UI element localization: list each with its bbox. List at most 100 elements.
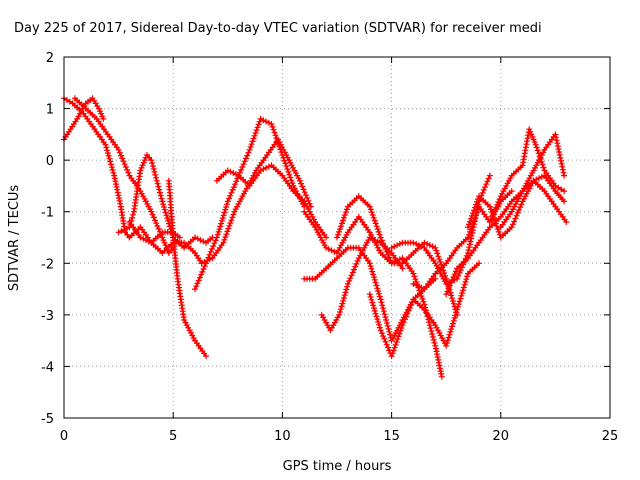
data-point — [405, 307, 412, 314]
data-point — [452, 268, 459, 275]
data-point — [223, 204, 230, 210]
data-point — [153, 220, 160, 227]
data-point — [148, 157, 155, 164]
data-point — [375, 288, 382, 295]
data-point — [385, 344, 391, 351]
data-point — [226, 222, 233, 229]
data-point — [540, 164, 547, 171]
data-point — [375, 319, 382, 325]
data-point — [466, 231, 472, 238]
data-point — [490, 210, 497, 217]
series-track-7 — [126, 224, 205, 267]
data-point — [198, 260, 205, 267]
data-point — [532, 141, 539, 148]
data-point — [220, 239, 227, 246]
data-point — [338, 223, 344, 230]
y-tick-label: -1 — [41, 206, 54, 221]
data-point — [516, 207, 522, 213]
data-point — [558, 160, 565, 167]
data-point — [535, 150, 542, 157]
data-point — [483, 181, 490, 188]
data-point — [369, 299, 376, 306]
data-point — [149, 160, 156, 167]
data-point — [517, 204, 524, 211]
data-point — [116, 149, 123, 156]
data-point — [286, 171, 293, 178]
y-tick-label: 2 — [46, 51, 54, 66]
data-point — [377, 234, 384, 241]
data-point — [115, 146, 122, 153]
data-point — [403, 313, 410, 320]
data-point — [382, 338, 389, 345]
data-point — [299, 183, 306, 190]
data-point — [463, 276, 470, 283]
data-point — [459, 290, 466, 296]
data-point — [192, 286, 198, 293]
data-point — [429, 243, 436, 250]
data-point — [272, 132, 279, 139]
data-point — [434, 250, 441, 257]
data-point — [229, 186, 236, 193]
data-point — [225, 225, 232, 232]
data-point — [433, 247, 440, 254]
data-point — [443, 291, 450, 298]
data-point — [265, 163, 272, 170]
data-point — [453, 309, 460, 316]
data-point — [448, 279, 455, 286]
data-point — [438, 373, 445, 380]
data-point — [157, 192, 164, 199]
data-point — [410, 280, 417, 287]
data-point — [104, 150, 111, 157]
data-point — [373, 313, 380, 320]
data-point — [111, 172, 118, 179]
data-point — [367, 294, 374, 300]
data-point — [492, 220, 499, 227]
data-point — [418, 243, 425, 250]
data-point — [563, 219, 570, 225]
data-point — [474, 198, 480, 205]
data-point — [449, 320, 456, 327]
series-track-18 — [443, 177, 570, 298]
data-point — [271, 129, 278, 136]
data-point — [450, 317, 457, 324]
data-point — [398, 325, 405, 331]
data-point — [220, 212, 227, 219]
data-point — [386, 254, 393, 261]
data-point — [301, 189, 308, 196]
data-point — [118, 228, 125, 235]
data-point — [432, 244, 439, 251]
plot-frame — [63, 56, 611, 419]
data-point — [366, 203, 373, 210]
data-point — [352, 263, 359, 270]
data-point — [415, 242, 422, 249]
data-point — [444, 340, 450, 346]
data-point — [298, 180, 305, 187]
data-point — [437, 258, 444, 265]
data-point — [409, 299, 416, 306]
data-point — [445, 334, 452, 341]
data-point — [509, 221, 516, 228]
data-point — [380, 333, 387, 340]
y-tick-label: 0 — [46, 154, 54, 169]
data-point — [378, 237, 385, 244]
data-point — [381, 243, 388, 250]
data-point — [283, 163, 290, 170]
data-point — [482, 184, 488, 191]
data-point — [383, 317, 390, 323]
series-track-17 — [410, 188, 515, 293]
data-point — [530, 177, 537, 184]
data-point — [201, 259, 208, 265]
data-point — [431, 339, 438, 346]
data-point — [376, 293, 383, 300]
y-tick-label: -5 — [41, 412, 54, 427]
data-point — [426, 242, 433, 249]
data-point — [149, 211, 156, 218]
data-point — [255, 121, 262, 128]
data-point — [288, 177, 295, 184]
data-point — [447, 289, 454, 296]
data-point — [420, 298, 427, 305]
data-point — [451, 315, 458, 321]
data-point — [240, 161, 247, 168]
data-point — [486, 219, 493, 225]
data-point — [265, 119, 272, 126]
